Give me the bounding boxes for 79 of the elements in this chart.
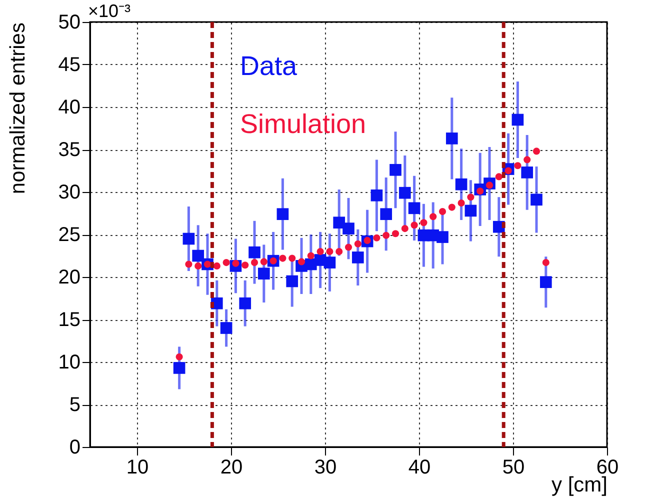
- point: [336, 248, 343, 256]
- point: [446, 132, 458, 144]
- point: [420, 219, 428, 226]
- text: Simulation: [240, 109, 366, 139]
- x-tick-label: 30: [314, 456, 337, 478]
- point: [185, 260, 192, 268]
- point: [373, 234, 380, 242]
- point: [532, 148, 540, 155]
- point: [436, 231, 448, 243]
- point: [448, 204, 456, 211]
- point: [392, 230, 400, 238]
- y-tick-label: 5: [69, 394, 80, 416]
- point: [408, 202, 420, 214]
- point: [248, 246, 260, 258]
- point: [258, 268, 270, 280]
- x-tick-label: 20: [220, 456, 243, 478]
- point: [370, 189, 383, 202]
- point: [239, 297, 252, 310]
- y-tick-label: 30: [58, 182, 80, 204]
- text: ×10⁻³: [88, 1, 131, 21]
- point: [380, 208, 392, 220]
- point: [326, 248, 334, 256]
- y-tick-label: 40: [58, 96, 80, 118]
- point: [495, 173, 502, 180]
- point: [542, 259, 550, 266]
- point: [354, 240, 362, 248]
- point: [540, 276, 552, 288]
- point: [276, 208, 289, 220]
- point: [524, 156, 531, 164]
- y-tick-label: 20: [58, 266, 80, 288]
- point: [398, 186, 411, 199]
- point: [182, 232, 195, 245]
- point: [173, 362, 186, 374]
- point: [279, 254, 286, 262]
- point: [458, 200, 465, 207]
- point: [342, 222, 354, 234]
- point: [382, 232, 390, 239]
- y-tick-label: 0: [69, 436, 80, 458]
- text: Data: [240, 51, 298, 81]
- point: [242, 262, 249, 269]
- point: [307, 252, 314, 260]
- point: [288, 254, 296, 262]
- x-axis-title: y [cm]: [552, 474, 608, 496]
- point: [410, 222, 418, 229]
- point: [344, 244, 352, 251]
- point: [514, 162, 522, 170]
- y-tick-label: 45: [58, 54, 80, 76]
- point: [213, 262, 220, 270]
- point: [220, 322, 232, 334]
- point: [176, 353, 183, 360]
- x-tick-label: 10: [126, 456, 149, 478]
- point: [260, 258, 268, 266]
- point: [192, 250, 204, 262]
- point: [316, 248, 324, 256]
- point: [467, 194, 474, 201]
- point: [298, 258, 306, 266]
- y-tick-label: 25: [58, 224, 80, 246]
- point: [464, 204, 477, 217]
- point: [512, 114, 524, 126]
- point: [401, 225, 408, 232]
- y-tick-label: 35: [58, 139, 80, 161]
- point: [324, 256, 336, 268]
- point: [438, 208, 446, 216]
- point: [530, 194, 542, 206]
- x-tick-label: 50: [502, 456, 525, 478]
- point: [455, 178, 468, 190]
- x-tick-label: 40: [408, 456, 431, 478]
- y-tick-label: 15: [58, 309, 80, 331]
- point: [521, 166, 534, 178]
- y-tick-label: 10: [58, 352, 80, 374]
- y-tick-label: 50: [58, 12, 80, 34]
- point: [222, 259, 230, 266]
- point: [430, 213, 437, 220]
- point: [390, 164, 402, 176]
- point: [286, 275, 298, 288]
- point: [250, 259, 258, 266]
- point: [352, 252, 364, 264]
- point: [194, 262, 202, 270]
- y-axis-title: normalized entries: [6, 22, 30, 194]
